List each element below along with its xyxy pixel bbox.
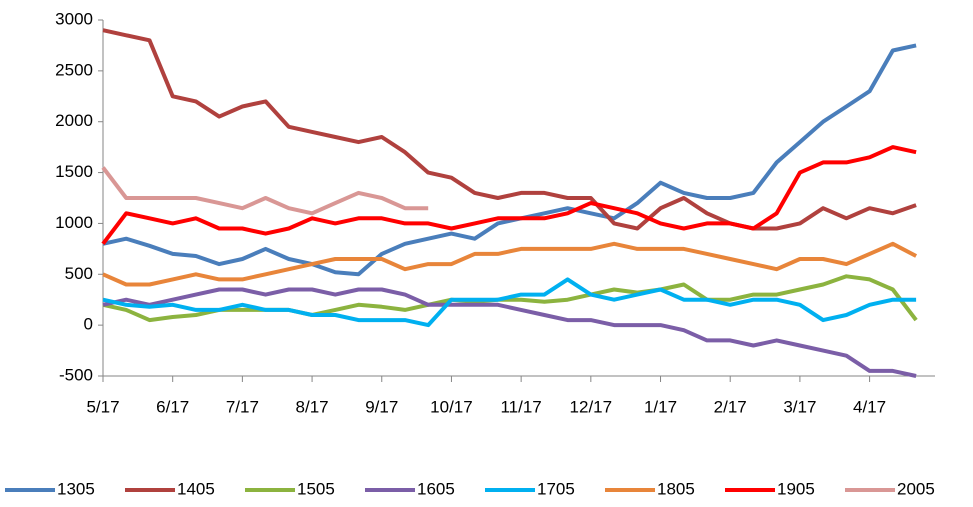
- y-tick-label: 3000: [55, 9, 93, 28]
- series-line: [102, 277, 917, 328]
- x-tick-label: 8/17: [296, 397, 329, 416]
- x-tick-label: 3/17: [783, 397, 816, 416]
- legend-label: 1505: [297, 479, 335, 498]
- x-tick-label: 11/17: [500, 397, 541, 416]
- series-line: [102, 274, 918, 323]
- legend-label: 2005: [897, 479, 935, 498]
- y-tick-label: -500: [59, 365, 93, 384]
- legend-label: 1905: [777, 479, 815, 498]
- y-tick-label: 2000: [55, 111, 93, 130]
- x-tick-label: 10/17: [430, 397, 473, 416]
- y-tick-label: 0: [84, 315, 93, 334]
- legend-label: 1605: [417, 479, 455, 498]
- series-line: [101, 145, 917, 246]
- legend-label: 1705: [537, 479, 575, 498]
- series-line: [102, 287, 917, 378]
- y-tick-label: 1500: [55, 162, 93, 181]
- series-line: [102, 43, 917, 277]
- legend-label: 1305: [57, 479, 95, 498]
- x-tick-label: 7/17: [226, 397, 259, 416]
- x-tick-label: 9/17: [365, 397, 398, 416]
- x-tick-label: 2/17: [714, 397, 747, 416]
- x-tick-label: 5/17: [86, 397, 119, 416]
- x-tick-label: 12/17: [570, 397, 613, 416]
- x-tick-label: 4/17: [853, 397, 886, 416]
- series-line: [102, 241, 918, 287]
- series-line: [101, 166, 429, 216]
- x-tick-label: 1/17: [644, 397, 677, 416]
- y-tick-label: 1000: [55, 213, 93, 232]
- legend-label: 1405: [177, 479, 215, 498]
- series-line: [102, 28, 917, 231]
- x-tick-label: 6/17: [156, 397, 189, 416]
- y-tick-label: 2500: [55, 60, 93, 79]
- legend-label: 1805: [657, 479, 695, 498]
- y-tick-label: 500: [65, 264, 93, 283]
